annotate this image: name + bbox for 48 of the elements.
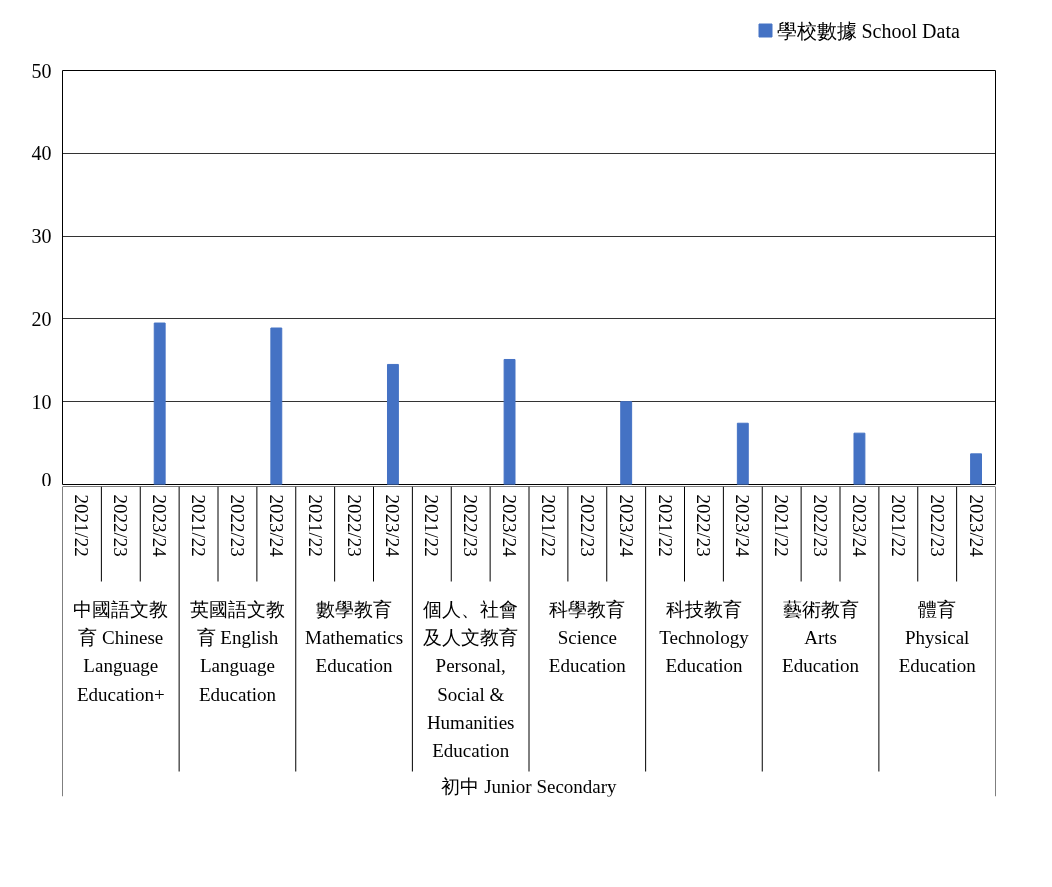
- x-tick-label: 2022/23: [926, 494, 948, 557]
- bar: [736, 422, 749, 485]
- x-tick-label: 2022/23: [693, 494, 715, 557]
- x-tick-label: 2023/24: [615, 494, 637, 558]
- y-tick-label: 30: [31, 225, 52, 248]
- y-tick-label: 0: [41, 468, 52, 491]
- bar: [386, 363, 399, 485]
- text: 初中 Junior Secondary: [441, 776, 618, 797]
- x-tick-label: 2021/22: [71, 494, 93, 557]
- x-tick-label: 2023/24: [732, 494, 754, 558]
- legend-label: 學校數據 School Data: [776, 19, 960, 42]
- x-tick-label: 2021/22: [887, 494, 909, 557]
- x-tick-label: 2022/23: [576, 494, 598, 557]
- x-tick-label: 2023/24: [965, 494, 987, 558]
- y-tick-label: 10: [31, 390, 52, 413]
- text: 科學教育 Science Education: [548, 598, 627, 677]
- text: 中國語文教育 Chinese Language Education+: [73, 598, 169, 705]
- bar: [270, 327, 283, 485]
- bar: [503, 358, 516, 485]
- x-tick-label: 2022/23: [460, 494, 482, 557]
- x-tick-label: 2021/22: [537, 494, 559, 557]
- x-tick-label: 2021/22: [421, 494, 443, 557]
- text: 英國語文教育 English Language Education: [189, 598, 285, 705]
- x-tick-label: 2021/22: [654, 494, 676, 557]
- x-tick-label: 2022/23: [110, 494, 132, 557]
- x-tick-label: 2022/23: [810, 494, 832, 557]
- y-tick-label: 20: [31, 307, 52, 330]
- x-tick-label: 2021/22: [188, 494, 210, 557]
- x-tick-label: 2023/24: [149, 494, 171, 558]
- text: 科技教育 Technology Education: [659, 598, 750, 677]
- x-tick-label: 2023/24: [499, 494, 521, 558]
- text: 體育 Physical Education: [898, 598, 977, 677]
- bar: [153, 322, 166, 485]
- bar: [620, 401, 633, 485]
- text: 藝術教育 Arts Education: [782, 598, 860, 677]
- x-tick-label: 2021/22: [304, 494, 326, 557]
- x-tick-label: 2023/24: [265, 494, 287, 558]
- x-tick-label: 2023/24: [848, 494, 870, 558]
- x-tick-label: 2022/23: [343, 494, 365, 557]
- x-tick-label: 2021/22: [771, 494, 793, 557]
- text: 個人、社會及人文教育 Personal, Social & Humanities Education: [423, 598, 519, 762]
- bar: [970, 453, 983, 485]
- bar: [853, 432, 866, 485]
- x-tick-label: 2023/24: [382, 494, 404, 558]
- y-tick-label: 50: [31, 59, 52, 82]
- x-tick-label: 2022/23: [226, 494, 248, 557]
- text: 數學教育 Mathematics Education: [304, 598, 404, 677]
- y-tick-label: 40: [31, 142, 52, 165]
